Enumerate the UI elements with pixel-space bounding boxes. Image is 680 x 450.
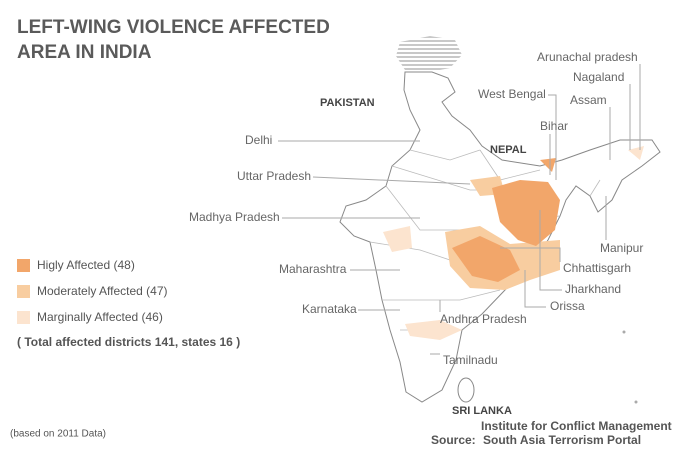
country-label: NEPAL	[490, 144, 527, 156]
affected-area	[383, 226, 412, 252]
affected-area	[405, 320, 462, 340]
source-line: Institute for Conflict Management	[481, 419, 672, 433]
state-label: Uttar Pradesh	[237, 169, 311, 183]
legend-label: Marginally Affected (46)	[37, 310, 163, 324]
island	[634, 400, 638, 404]
leader-line	[524, 270, 546, 308]
state-label: Assam	[570, 93, 607, 107]
state-label: West Bengal	[478, 87, 546, 101]
leader-line	[312, 176, 471, 185]
state-label: Nagaland	[573, 70, 624, 84]
affected-area	[492, 180, 560, 246]
state-label: Chhattisgarh	[563, 261, 631, 275]
affected-area	[540, 158, 556, 172]
state-label: Orissa	[550, 299, 585, 313]
state-label: Manipur	[600, 241, 643, 255]
title-line: LEFT-WING VIOLENCE AFFECTED	[17, 17, 330, 38]
country-label: SRI LANKA	[452, 405, 512, 417]
state-label: Madhya Pradesh	[189, 210, 280, 224]
legend-swatch	[17, 259, 30, 272]
state-label: Jharkhand	[565, 282, 621, 296]
country-label: PAKISTAN	[320, 97, 375, 109]
leader-line	[500, 247, 561, 262]
source-label: Source:	[431, 433, 476, 447]
kashmir	[396, 36, 462, 72]
sri-lanka	[457, 377, 475, 403]
footnote: (based on 2011 Data)	[10, 429, 106, 440]
state-label: Maharashtra	[279, 262, 347, 276]
state-label: Karnataka	[302, 302, 357, 316]
state-label: Andhra Pradesh	[440, 312, 527, 326]
leader-line	[539, 210, 562, 291]
legend-swatch	[17, 285, 30, 298]
legend-swatch	[17, 311, 30, 324]
total-note: ( Total affected districts 141, states 1…	[17, 335, 240, 349]
state-label: Bihar	[540, 119, 568, 133]
title-line: AREA IN INDIA	[17, 42, 152, 63]
state-label: Tamilnadu	[443, 353, 498, 367]
legend-label: Higly Affected (48)	[37, 258, 135, 272]
leader-line	[548, 94, 557, 180]
state-label: Delhi	[245, 133, 272, 147]
state-label: Arunachal pradesh	[537, 50, 638, 64]
legend-label: Moderately Affected (47)	[37, 284, 168, 298]
island	[622, 330, 626, 334]
source-line: South Asia Terrorism Portal	[483, 433, 641, 447]
